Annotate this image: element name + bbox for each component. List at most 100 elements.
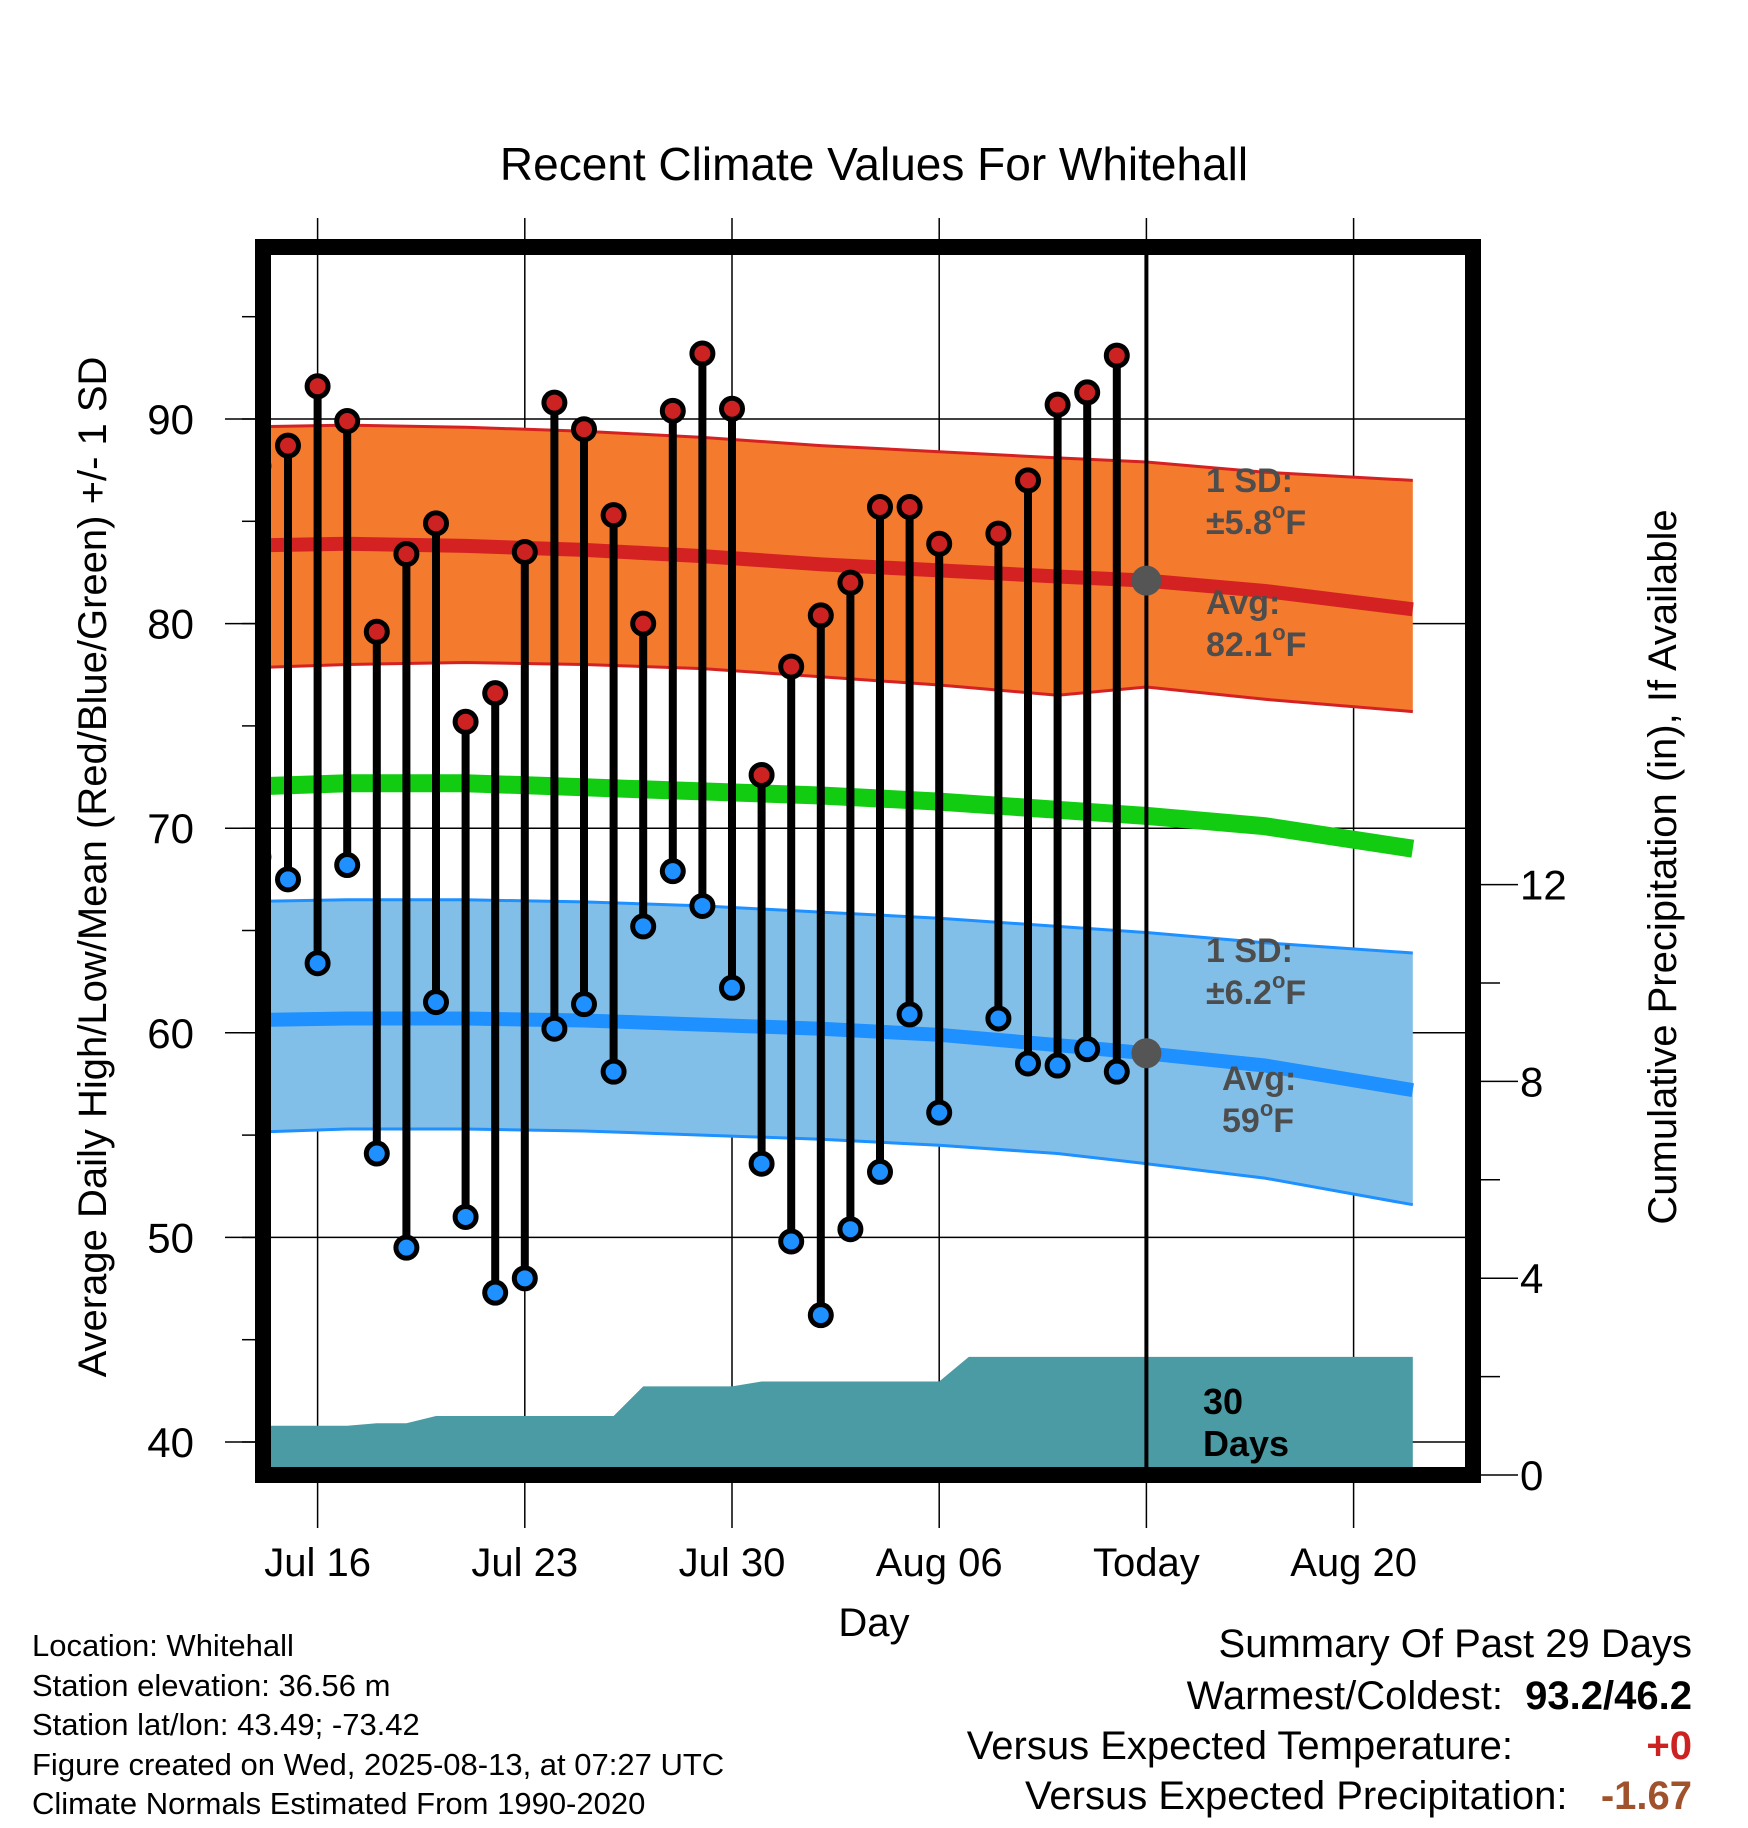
daily-high-point [482,680,509,707]
daily-low-point [275,866,301,893]
daily-low-point [393,1234,420,1261]
low-sd-label: 1 SD: [1206,932,1293,970]
high-avg-value-degree: o [1272,620,1285,645]
x-tick-label: Aug 06 [876,1541,1003,1585]
daily-low-point [571,991,597,1018]
today-high-avg-marker [1131,565,1162,596]
daily-high-point [393,541,420,568]
normals-note: Climate Normals Estimated From 1990-2020 [32,1786,646,1821]
precip-area [263,1356,1413,1475]
warm-cold-label: Warmest/Coldest: [1186,1674,1503,1718]
daily-low-point [985,1005,1012,1032]
daily-low-point [600,1058,627,1085]
daily-high-point [423,510,449,537]
low-avg-value-value: 59 [1222,1102,1260,1140]
daily-low-point [541,1015,568,1042]
daily-low-point [926,1099,953,1126]
summary-title: Summary Of Past 29 Days [1218,1622,1692,1666]
station-info: Location: Whitehall Station elevation: 3… [32,1626,724,1824]
high-sd-value-unit: F [1285,504,1306,542]
daily-high-point [275,432,301,459]
daily-high-point [689,340,716,367]
location-text: Location: Whitehall [32,1628,294,1663]
daily-low-point [807,1302,834,1329]
daily-low-point [452,1203,479,1230]
high-avg-value-value: 82.1 [1206,626,1272,664]
daily-high-point [334,408,361,435]
y-right-tick-label: 12 [1520,862,1567,909]
high-avg-label: Avg: [1206,584,1280,622]
y-tick-label: 60 [147,1010,194,1057]
created-text: Figure created on Wed, 2025-08-13, at 07… [32,1746,725,1782]
y-tick-label: 70 [147,805,194,852]
y-axis-label: Average Daily High/Low/Mean (Red/Blue/Gr… [71,357,115,1378]
daily-high-point [926,530,953,557]
daily-high-point [452,708,479,735]
y-right-tick-label: 4 [1520,1255,1543,1302]
daily-low-point [1015,1050,1041,1077]
daily-high-point [778,653,805,680]
daily-low-point [423,989,449,1016]
daily-low-point [334,852,361,879]
low-sd-value-degree: o [1272,968,1285,993]
y-right-tick-label: 8 [1520,1058,1543,1105]
low-sd-value-unit: F [1285,974,1306,1012]
low-avg-value: 59oF [1222,1096,1294,1140]
chart-title: Recent Climate Values For Whitehall [500,138,1248,190]
daily-low-point [482,1279,509,1306]
daily-low-point [896,1001,923,1028]
plot-frame [255,239,1481,1483]
daily-high-point [304,373,331,400]
daily-high-point [571,416,597,443]
daily-low-point [778,1228,805,1255]
daily-low-point [304,950,331,977]
daily-low-point [1044,1052,1071,1079]
daily-low-point [867,1158,893,1185]
daily-high-point [867,493,893,520]
y-tick-label: 90 [147,396,194,443]
daily-high-point [1074,379,1101,406]
daily-low-point [1074,1036,1101,1063]
y-tick-label: 40 [147,1419,194,1466]
elevation-text: Station elevation: 36.56 m [32,1667,391,1703]
y-right-axis-label: Cumulative Precipitation (in), If Availa… [1641,509,1685,1224]
daily-low-point [659,858,686,885]
daily-low-point [837,1216,864,1243]
daily-high-point [1103,342,1130,369]
today-low-avg-marker [1131,1038,1162,1069]
days-word: Days [1203,1423,1289,1464]
x-tick-label: Jul 16 [264,1541,371,1585]
daily-high-point [363,618,390,645]
temp-label: Versus Expected Temperature: [966,1724,1514,1768]
daily-low-point [719,974,745,1001]
high-sd-value-degree: o [1272,498,1285,523]
x-tick-label: Aug 20 [1290,1541,1417,1585]
high-sd-value-value: ±5.8 [1206,504,1272,542]
y-tick-label: 50 [147,1214,194,1261]
daily-low-point [689,892,716,919]
low-sd-value-value: ±6.2 [1206,974,1272,1012]
summary-precip: Versus Expected Precipitation: -1.67 [1025,1774,1692,1819]
daily-high-point [511,538,538,565]
high-avg-value: 82.1oF [1206,620,1306,664]
x-axis-label: Day [838,1601,909,1645]
daily-high-point [719,395,745,422]
y-right-tick-label: 0 [1520,1452,1543,1499]
daily-high-point [985,520,1012,547]
days-number: 30 [1203,1381,1243,1422]
high-sd-value: ±5.8oF [1206,498,1306,542]
latlon-text: Station lat/lon: 43.49; -73.42 [32,1707,420,1742]
daily-high-point [896,493,923,520]
daily-high-point [600,502,627,529]
x-tick-label: Jul 30 [679,1541,786,1585]
low-sd-value: ±6.2oF [1206,968,1306,1012]
daily-low-point [1103,1058,1130,1085]
summary-warm-cold: Warmest/Coldest: 93.2/46.2 [1187,1674,1692,1719]
high-upper-line [263,423,1413,482]
x-tick-label: Jul 23 [471,1541,578,1585]
high-sd-label: 1 SD: [1206,462,1293,500]
temp-value: +0 [1646,1724,1692,1768]
